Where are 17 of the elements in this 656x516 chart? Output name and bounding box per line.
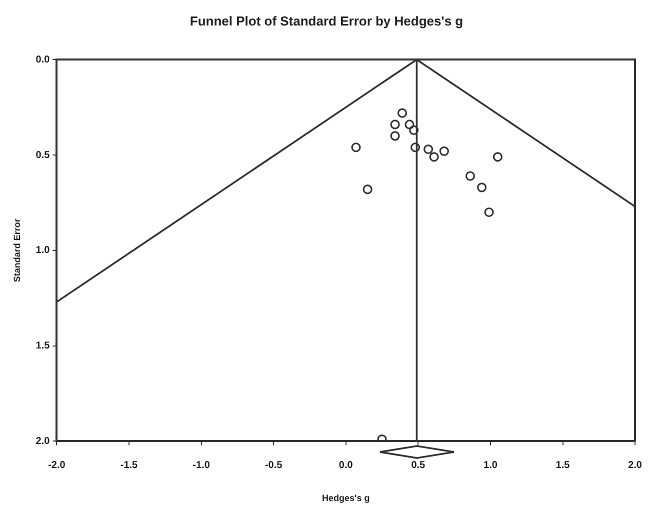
y-tick-label: 0.5 <box>36 150 50 161</box>
y-tick-label: 0.0 <box>36 54 50 66</box>
y-tick-label: 1.0 <box>36 245 50 256</box>
x-tick-label: -1.0 <box>192 460 210 471</box>
y-tick-label: 1.5 <box>36 340 50 352</box>
x-tick-label: -0.5 <box>264 460 283 471</box>
x-axis-title: Hedges's g <box>322 493 370 504</box>
x-tick-label: 0.0 <box>338 460 354 471</box>
chart-title: Funnel Plot of Standard Error by Hedges's g <box>190 13 464 28</box>
x-tick-label: 2.0 <box>628 460 642 471</box>
x-tick-label: 1.0 <box>484 460 498 471</box>
x-tick-label: 1.5 <box>556 460 570 471</box>
x-tick-label: -1.5 <box>120 460 138 471</box>
y-tick-label: 2.0 <box>36 436 50 447</box>
x-tick-label: 0.5 <box>411 460 426 471</box>
y-axis-title: Standard Error <box>12 218 22 282</box>
x-tick-label: -2.0 <box>48 460 66 471</box>
